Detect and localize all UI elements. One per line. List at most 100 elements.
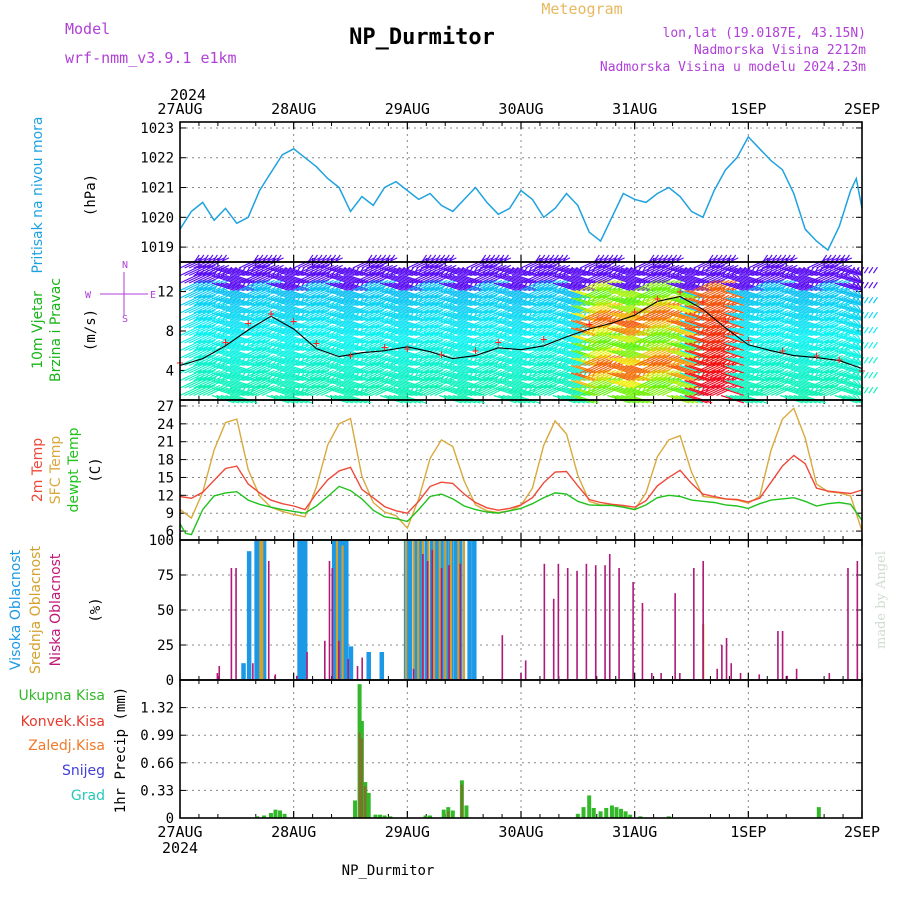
- wind-barb: [184, 317, 207, 329]
- wind-barb: [538, 257, 562, 269]
- wind-barb: [384, 342, 408, 351]
- wind-barb: [734, 267, 758, 276]
- top-date-label: 29AUG: [385, 100, 430, 118]
- wind-barb: [543, 354, 566, 367]
- wind-barb: [329, 274, 354, 284]
- wind-barb: [552, 274, 576, 284]
- wind-barb: [588, 332, 612, 344]
- wind-barb: [475, 362, 498, 374]
- y-tick-label: 75: [157, 568, 174, 584]
- wind-barb: [579, 377, 603, 389]
- wind-barb: [666, 289, 690, 299]
- wind-barb: [729, 387, 754, 396]
- wind-barb: [393, 319, 417, 329]
- wind-barb: [616, 304, 640, 314]
- wind-barb-flag: [594, 254, 600, 262]
- wind-barb: [588, 339, 612, 352]
- location-text: lon,lat (19.0187E, 43.15N): [663, 26, 867, 41]
- wind-barb: [675, 282, 699, 291]
- cloud-bar-2: [566, 568, 569, 680]
- wind-barb: [438, 342, 463, 351]
- wind-barb: [602, 257, 625, 269]
- wind-barb: [779, 334, 804, 344]
- cloud-bar-0: [241, 663, 246, 680]
- wind-barb: [229, 342, 254, 351]
- wind-barb: [734, 379, 758, 389]
- wind-barb: [411, 287, 434, 299]
- wind-barb: [229, 267, 254, 276]
- wind-barb: [425, 354, 448, 367]
- wind-barb: [247, 257, 271, 269]
- wind-barb: [407, 317, 430, 329]
- wind-barb: [707, 339, 730, 352]
- wind-barb: [793, 364, 817, 374]
- wind-barb: [852, 320, 863, 329]
- temp-unit: (C): [88, 457, 104, 482]
- cloud-low-title: Niska Oblacnost: [48, 553, 64, 666]
- wind-barb: [611, 342, 635, 351]
- wind-barb: [325, 342, 349, 351]
- wind-barb: [361, 384, 384, 397]
- wind-barb: [670, 364, 695, 374]
- wind-barb: [275, 274, 299, 284]
- wind-barb: [698, 264, 721, 277]
- wind-barb: [684, 334, 708, 344]
- wind-barb: [552, 357, 576, 366]
- wind-barb: [766, 257, 789, 269]
- wind-barb: [297, 369, 321, 382]
- wind-gust-marker: +: [313, 336, 320, 350]
- wind-barb: [520, 347, 544, 359]
- wind-barb: [329, 342, 354, 351]
- wind-barb: [525, 354, 548, 367]
- wind-barb: [820, 369, 844, 382]
- wind-barb: [552, 342, 576, 351]
- wind-barb: [357, 332, 380, 344]
- wind-barb: [679, 319, 704, 329]
- wind-barb: [457, 364, 481, 374]
- wind-barb-flag: [863, 311, 869, 319]
- wind-barb: [197, 287, 221, 299]
- wind-barb: [725, 297, 749, 306]
- wind-barb: [507, 297, 531, 306]
- wind-barb: [666, 372, 690, 381]
- wind-barb: [611, 297, 635, 306]
- wind-barb: [429, 279, 453, 292]
- wind-barb: [820, 324, 844, 337]
- wind-gust-marker: +: [813, 349, 820, 363]
- wind-barb: [443, 274, 467, 284]
- wind-barb: [411, 272, 434, 284]
- wind-barb: [511, 274, 535, 284]
- wind-barb: [370, 279, 393, 292]
- wind-barb: [334, 282, 358, 291]
- wind-barb: [761, 324, 784, 337]
- cloud-bar-2: [520, 673, 522, 680]
- wind-barb: [811, 324, 834, 337]
- wind-barb: [366, 354, 389, 367]
- wind-barb: [570, 274, 595, 284]
- wind-barb: [498, 387, 522, 396]
- wind-barb: [748, 354, 771, 367]
- wind-barb: [798, 282, 822, 291]
- elevation-text: Nadmorska Visina 2212m: [694, 43, 866, 58]
- wind-barb: [411, 309, 434, 322]
- wind-barb: [625, 372, 649, 381]
- wind-barb: [675, 327, 699, 336]
- wind-barb: [266, 297, 290, 306]
- wind-barb: [307, 377, 330, 389]
- wind-barb: [352, 317, 375, 329]
- wind-barb: [229, 289, 254, 299]
- wind-barb: [229, 297, 254, 306]
- wind-barb: [657, 279, 680, 292]
- wind-barb: [520, 302, 544, 314]
- wind-barb: [534, 264, 557, 277]
- wind-barb: [789, 274, 813, 284]
- wind-barb: [302, 294, 325, 307]
- cloud-bar-1: [261, 540, 264, 680]
- wind-barb: [643, 377, 666, 389]
- wind-barb: [584, 257, 607, 269]
- wind-barb: [693, 362, 716, 374]
- wind-barb: [284, 342, 308, 351]
- wind-barb: [475, 264, 498, 277]
- wind-barb-flag: [431, 254, 437, 262]
- wind-barb: [225, 312, 249, 321]
